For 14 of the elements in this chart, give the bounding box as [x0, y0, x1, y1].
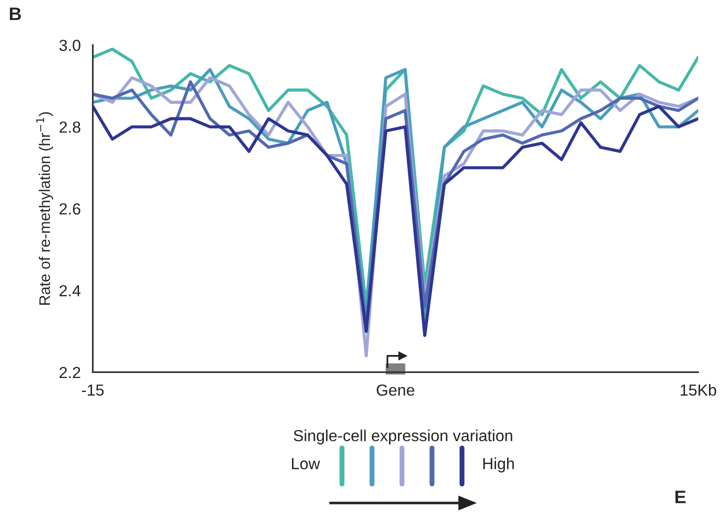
- text: E: [675, 490, 686, 504]
- x-tick-label: -15: [82, 384, 104, 396]
- x-tick-label: Gene: [376, 384, 414, 396]
- y-tick-label: 3.0: [59, 40, 80, 51]
- legend-title: Single-cell expression variation: [294, 430, 512, 444]
- text: B: [10, 8, 21, 20]
- text: Low: [292, 458, 320, 470]
- y-axis-title: Rate of re-methylation (hr$^{−1}$): [36, 112, 54, 305]
- x-tick-label: 15Kb: [680, 384, 716, 396]
- y-tick-label: 2.4: [60, 285, 81, 296]
- y-tick-label: 2.2: [60, 366, 80, 378]
- y-tick-label: 2.8: [60, 121, 80, 133]
- y-tick-label: 2.6: [60, 203, 80, 215]
- text: High: [483, 458, 514, 472]
